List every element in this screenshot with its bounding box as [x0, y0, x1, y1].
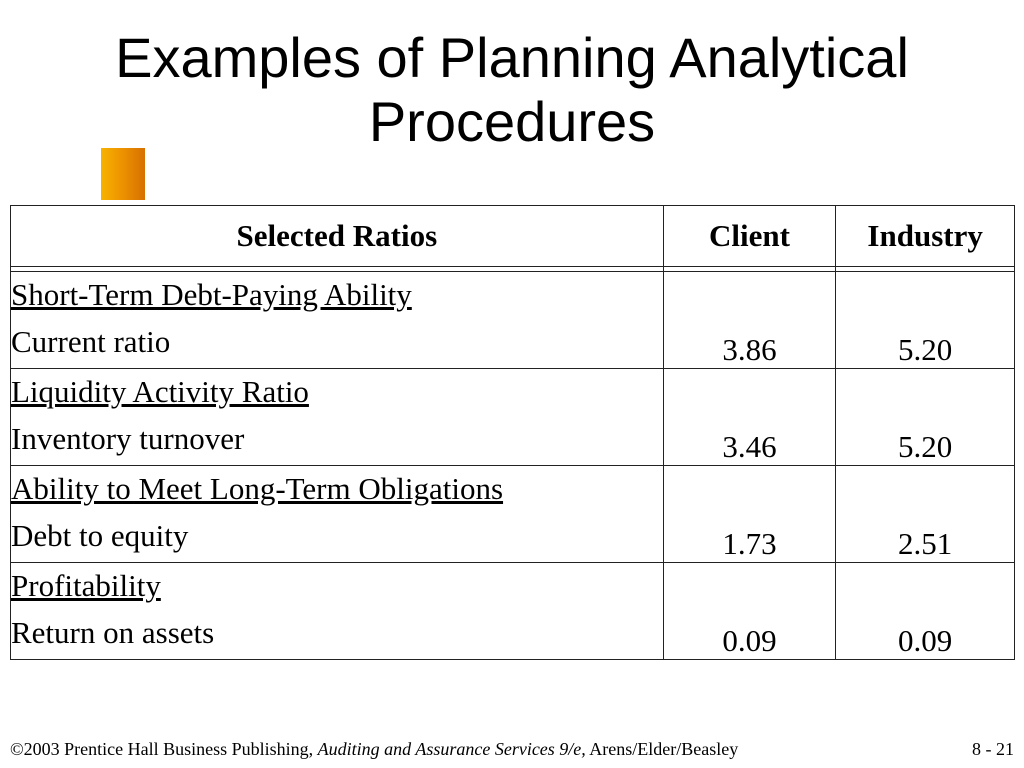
industry-value: 5.20 [835, 271, 1015, 369]
ratio-metric: Return on assets [11, 615, 215, 650]
ratio-category: Liquidity Activity Ratio [11, 374, 309, 409]
ratio-metric: Current ratio [11, 324, 171, 359]
ratio-metric: Inventory turnover [11, 421, 245, 456]
ratio-cell: Short-Term Debt-Paying Ability Current r… [10, 271, 664, 369]
ratios-table: Selected Ratios Client Industry Short-Te… [10, 205, 1015, 660]
slide-title-line-1: Examples of Planning Analytical [115, 26, 909, 89]
header-selected-ratios: Selected Ratios [10, 205, 664, 267]
ratio-cell: Liquidity Activity Ratio Inventory turno… [10, 368, 664, 466]
table-row: Profitability Return on assets 0.09 0.09 [10, 562, 1015, 660]
table-row: Liquidity Activity Ratio Inventory turno… [10, 368, 1015, 466]
page-number: 8 - 21 [972, 739, 1014, 759]
client-value: 0.09 [662, 562, 837, 660]
industry-value: 5.20 [835, 368, 1015, 466]
ratio-category: Short-Term Debt-Paying Ability [11, 277, 412, 312]
client-value: 3.46 [662, 368, 837, 466]
table-row: Short-Term Debt-Paying Ability Current r… [10, 271, 1015, 369]
ratio-cell: Profitability Return on assets [10, 562, 664, 660]
orange-square-decoration [101, 148, 145, 200]
footer-citation: ©2003 Prentice Hall Business Publishing,… [10, 739, 738, 759]
table-row: Ability to Meet Long-Term Obligations De… [10, 465, 1015, 563]
footer-book-title: Auditing and Assurance Services 9/e, [317, 739, 586, 759]
ratio-category: Profitability [11, 568, 161, 603]
ratio-cell: Ability to Meet Long-Term Obligations De… [10, 465, 664, 563]
header-client: Client [662, 205, 837, 267]
client-value: 1.73 [662, 465, 837, 563]
slide-title: Examples of Planning Analytical Procedur… [0, 26, 1024, 154]
ratio-metric: Debt to equity [11, 518, 189, 553]
footer-copyright: ©2003 Prentice Hall Business Publishing, [10, 739, 318, 759]
ratio-category: Ability to Meet Long-Term Obligations [11, 471, 504, 506]
industry-value: 0.09 [835, 562, 1015, 660]
industry-value: 2.51 [835, 465, 1015, 563]
client-value: 3.86 [662, 271, 837, 369]
slide-footer: ©2003 Prentice Hall Business Publishing,… [10, 738, 1014, 760]
table-header-row: Selected Ratios Client Industry [10, 205, 1015, 267]
slide-title-line-2: Procedures [368, 90, 656, 153]
footer-authors: Arens/Elder/Beasley [585, 739, 739, 759]
header-industry: Industry [835, 205, 1015, 267]
